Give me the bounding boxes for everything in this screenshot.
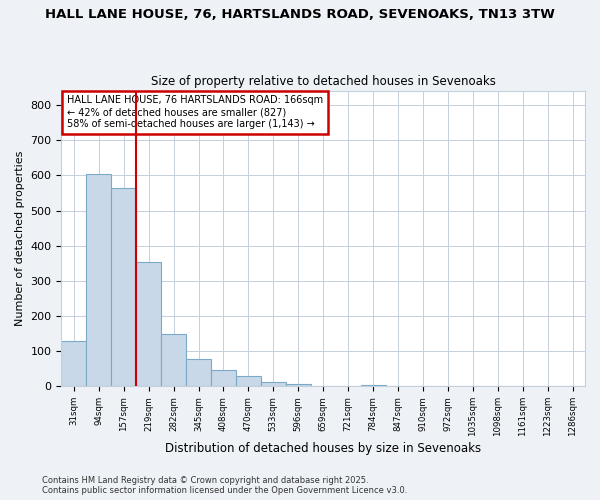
Bar	[211, 370, 236, 386]
Bar	[161, 334, 186, 386]
Y-axis label: Number of detached properties: Number of detached properties	[15, 151, 25, 326]
Text: Contains HM Land Registry data © Crown copyright and database right 2025.
Contai: Contains HM Land Registry data © Crown c…	[42, 476, 407, 495]
Bar	[186, 360, 211, 386]
Bar	[86, 174, 111, 386]
Bar	[261, 382, 286, 386]
Bar	[136, 262, 161, 386]
Title: Size of property relative to detached houses in Sevenoaks: Size of property relative to detached ho…	[151, 76, 496, 88]
X-axis label: Distribution of detached houses by size in Sevenoaks: Distribution of detached houses by size …	[165, 442, 481, 455]
Bar	[236, 376, 261, 386]
Text: HALL LANE HOUSE, 76, HARTSLANDS ROAD, SEVENOAKS, TN13 3TW: HALL LANE HOUSE, 76, HARTSLANDS ROAD, SE…	[45, 8, 555, 20]
Bar	[61, 340, 86, 386]
Bar	[111, 188, 136, 386]
Text: HALL LANE HOUSE, 76 HARTSLANDS ROAD: 166sqm
← 42% of detached houses are smaller: HALL LANE HOUSE, 76 HARTSLANDS ROAD: 166…	[67, 96, 323, 128]
Bar	[286, 384, 311, 386]
